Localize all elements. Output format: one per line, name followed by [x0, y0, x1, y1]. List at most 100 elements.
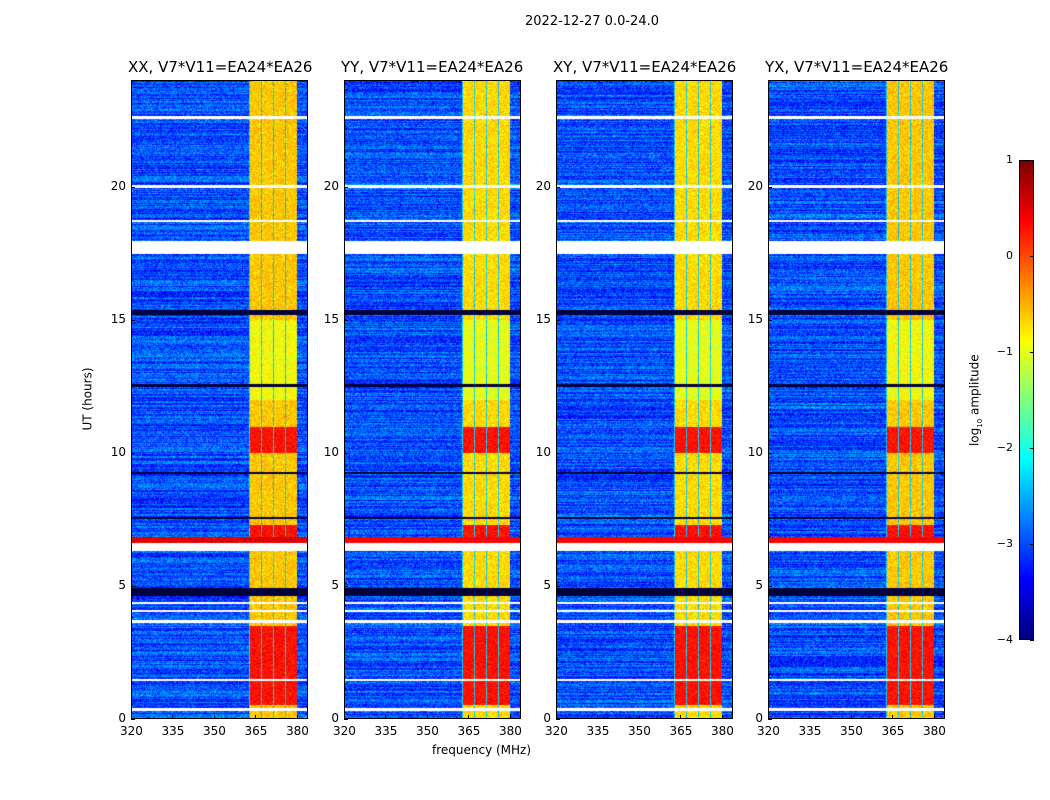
x-tick: [172, 715, 174, 719]
x-tick-label: 320: [333, 724, 356, 738]
x-tick: [680, 715, 682, 719]
y-tick: [768, 186, 772, 188]
y-tick: [131, 719, 135, 720]
y-tick-label: 10: [535, 444, 551, 459]
y-tick-label: 15: [747, 311, 763, 326]
y-tick: [556, 452, 560, 454]
figure-suptitle: 2022-12-27 0.0-24.0: [525, 14, 659, 29]
colorbar-tick-label: −3: [996, 537, 1013, 550]
y-tick-label: 5: [331, 577, 339, 592]
x-tick-label: 380: [710, 724, 734, 738]
y-tick-label: 10: [110, 444, 126, 459]
y-tick-label: 0: [543, 711, 551, 725]
x-tick-label: 320: [545, 724, 568, 738]
heatmap-image: [769, 81, 944, 718]
x-tick: [933, 715, 935, 719]
x-tick: [255, 715, 257, 719]
panel-2: [556, 80, 733, 719]
x-tick-label: 365: [881, 724, 905, 738]
panel-title: YX, V7*V11=EA24*EA26: [765, 58, 949, 76]
x-tick-label: 350: [627, 724, 651, 738]
y-tick: [768, 585, 772, 587]
colorbar-tick-label: −4: [996, 633, 1013, 646]
x-tick: [131, 715, 132, 719]
x-tick-label: 350: [415, 724, 439, 738]
colorbar-tick: [1030, 256, 1034, 257]
colorbar-label-prefix: log: [967, 427, 982, 447]
y-tick-label: 5: [118, 577, 126, 592]
y-tick-label: 10: [323, 444, 339, 459]
y-tick: [344, 319, 348, 321]
colorbar-label-suffix: amplitude: [967, 354, 982, 419]
y-tick-label: 20: [747, 178, 763, 193]
panel-3: [768, 80, 945, 719]
y-tick: [556, 186, 560, 188]
x-tick: [213, 715, 215, 719]
y-tick: [131, 452, 135, 454]
y-tick: [131, 186, 135, 188]
x-tick: [296, 715, 298, 719]
x-tick-label: 350: [839, 724, 863, 738]
heatmap-image: [557, 81, 732, 718]
heatmap-image: [345, 81, 520, 718]
y-tick-label: 20: [535, 178, 551, 193]
x-tick: [597, 715, 599, 719]
x-tick-label: 320: [120, 724, 143, 738]
x-tick: [721, 715, 723, 719]
y-tick-label: 0: [755, 711, 763, 725]
x-tick: [509, 715, 511, 719]
colorbar-tick-label: 1: [1006, 153, 1013, 166]
colorbar-tick-label: −1: [996, 345, 1013, 358]
x-tick-label: 365: [457, 724, 481, 738]
x-tick: [556, 715, 557, 719]
x-tick-label: 380: [498, 724, 522, 738]
y-tick-label: 15: [323, 311, 339, 326]
y-tick: [344, 452, 348, 454]
y-tick-label: 5: [755, 577, 763, 592]
x-tick-label: 335: [798, 724, 822, 738]
x-tick: [385, 715, 387, 719]
panel-title: XX, V7*V11=EA24*EA26: [128, 58, 313, 76]
y-tick-label: 20: [110, 178, 126, 193]
y-tick: [131, 319, 135, 321]
y-tick-label: 20: [323, 178, 339, 193]
x-axis-label: frequency (MHz): [432, 743, 532, 757]
x-tick: [892, 715, 894, 719]
y-tick-label: 10: [747, 444, 763, 459]
colorbar-tick: [1030, 640, 1034, 641]
panel-1: [344, 80, 521, 719]
colorbar-tick: [1030, 448, 1034, 449]
y-tick-label: 15: [110, 311, 126, 326]
heatmap-image: [132, 81, 307, 718]
panel-0: [131, 80, 308, 719]
colorbar-label-sub: 10: [976, 418, 985, 428]
y-tick: [768, 452, 772, 454]
x-tick-label: 365: [669, 724, 693, 738]
x-tick-label: 380: [922, 724, 946, 738]
y-tick: [556, 319, 560, 321]
colorbar: [1019, 160, 1034, 640]
x-tick: [344, 715, 345, 719]
x-tick-label: 380: [285, 724, 309, 738]
colorbar-tick-label: −2: [996, 441, 1013, 454]
y-tick: [768, 719, 772, 720]
colorbar-tick: [1030, 160, 1034, 161]
y-tick: [556, 585, 560, 587]
panel-title: YY, V7*V11=EA24*EA26: [341, 58, 524, 76]
x-tick: [426, 715, 428, 719]
y-tick: [556, 719, 560, 720]
x-tick: [638, 715, 640, 719]
colorbar-label: log10 amplitude: [968, 354, 984, 446]
panel-title: XY, V7*V11=EA24*EA26: [553, 58, 737, 76]
y-tick: [131, 585, 135, 587]
y-tick: [768, 319, 772, 321]
x-tick-label: 350: [202, 724, 226, 738]
x-tick-label: 320: [757, 724, 780, 738]
x-tick: [850, 715, 852, 719]
x-tick: [768, 715, 769, 719]
y-tick-label: 0: [118, 711, 126, 725]
y-tick: [344, 585, 348, 587]
y-axis-label: UT (hours): [80, 367, 95, 431]
y-tick-label: 0: [331, 711, 339, 725]
